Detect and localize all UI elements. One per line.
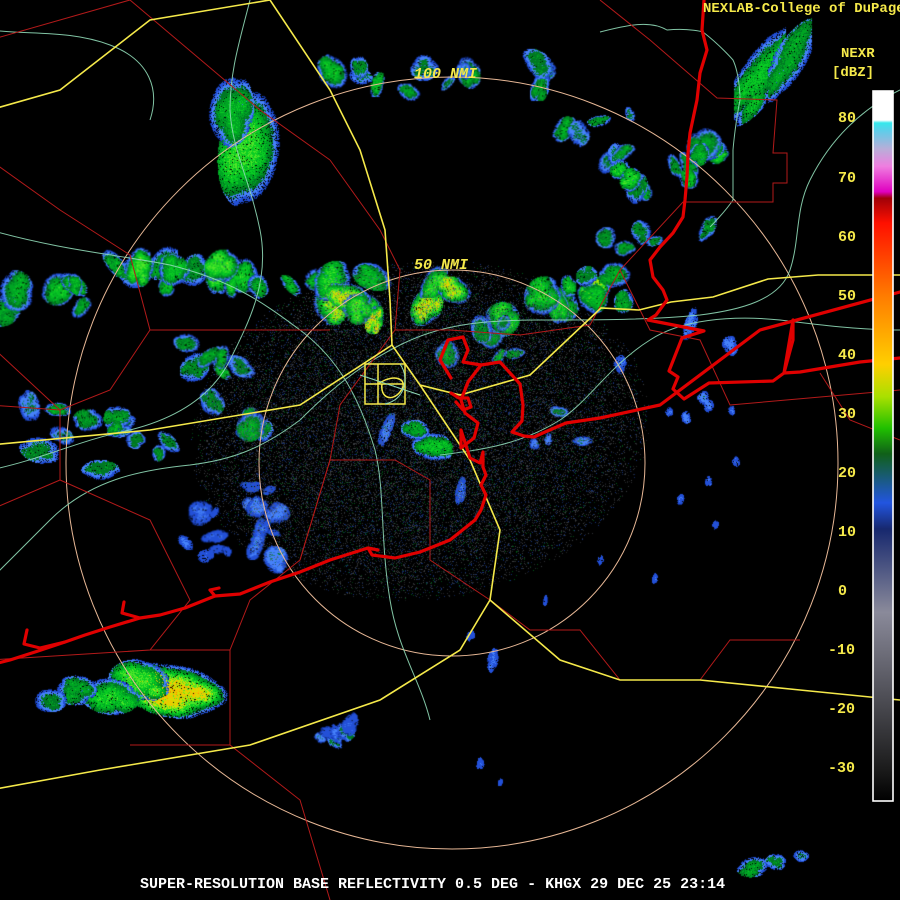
svg-text:50: 50: [838, 288, 856, 305]
svg-text:80: 80: [838, 110, 856, 127]
svg-text:20: 20: [838, 465, 856, 482]
svg-text:50 NMI: 50 NMI: [414, 257, 469, 274]
svg-text:30: 30: [838, 406, 856, 423]
svg-text:-10: -10: [828, 642, 855, 659]
svg-text:40: 40: [838, 347, 856, 364]
svg-text:60: 60: [838, 229, 856, 246]
svg-text:-30: -30: [828, 760, 855, 777]
svg-text:0: 0: [838, 583, 847, 600]
svg-text:NEXR: NEXR: [841, 46, 875, 62]
svg-text:-20: -20: [828, 701, 855, 718]
svg-text:SUPER-RESOLUTION BASE REFLECTI: SUPER-RESOLUTION BASE REFLECTIVITY 0.5 D…: [140, 876, 725, 893]
svg-text:100 NMI: 100 NMI: [414, 66, 478, 83]
svg-text:10: 10: [838, 524, 856, 541]
svg-text:70: 70: [838, 170, 856, 187]
svg-text:[dBZ]: [dBZ]: [832, 65, 874, 81]
svg-text:NEXLAB-College of DuPage K: NEXLAB-College of DuPage K: [703, 1, 900, 17]
